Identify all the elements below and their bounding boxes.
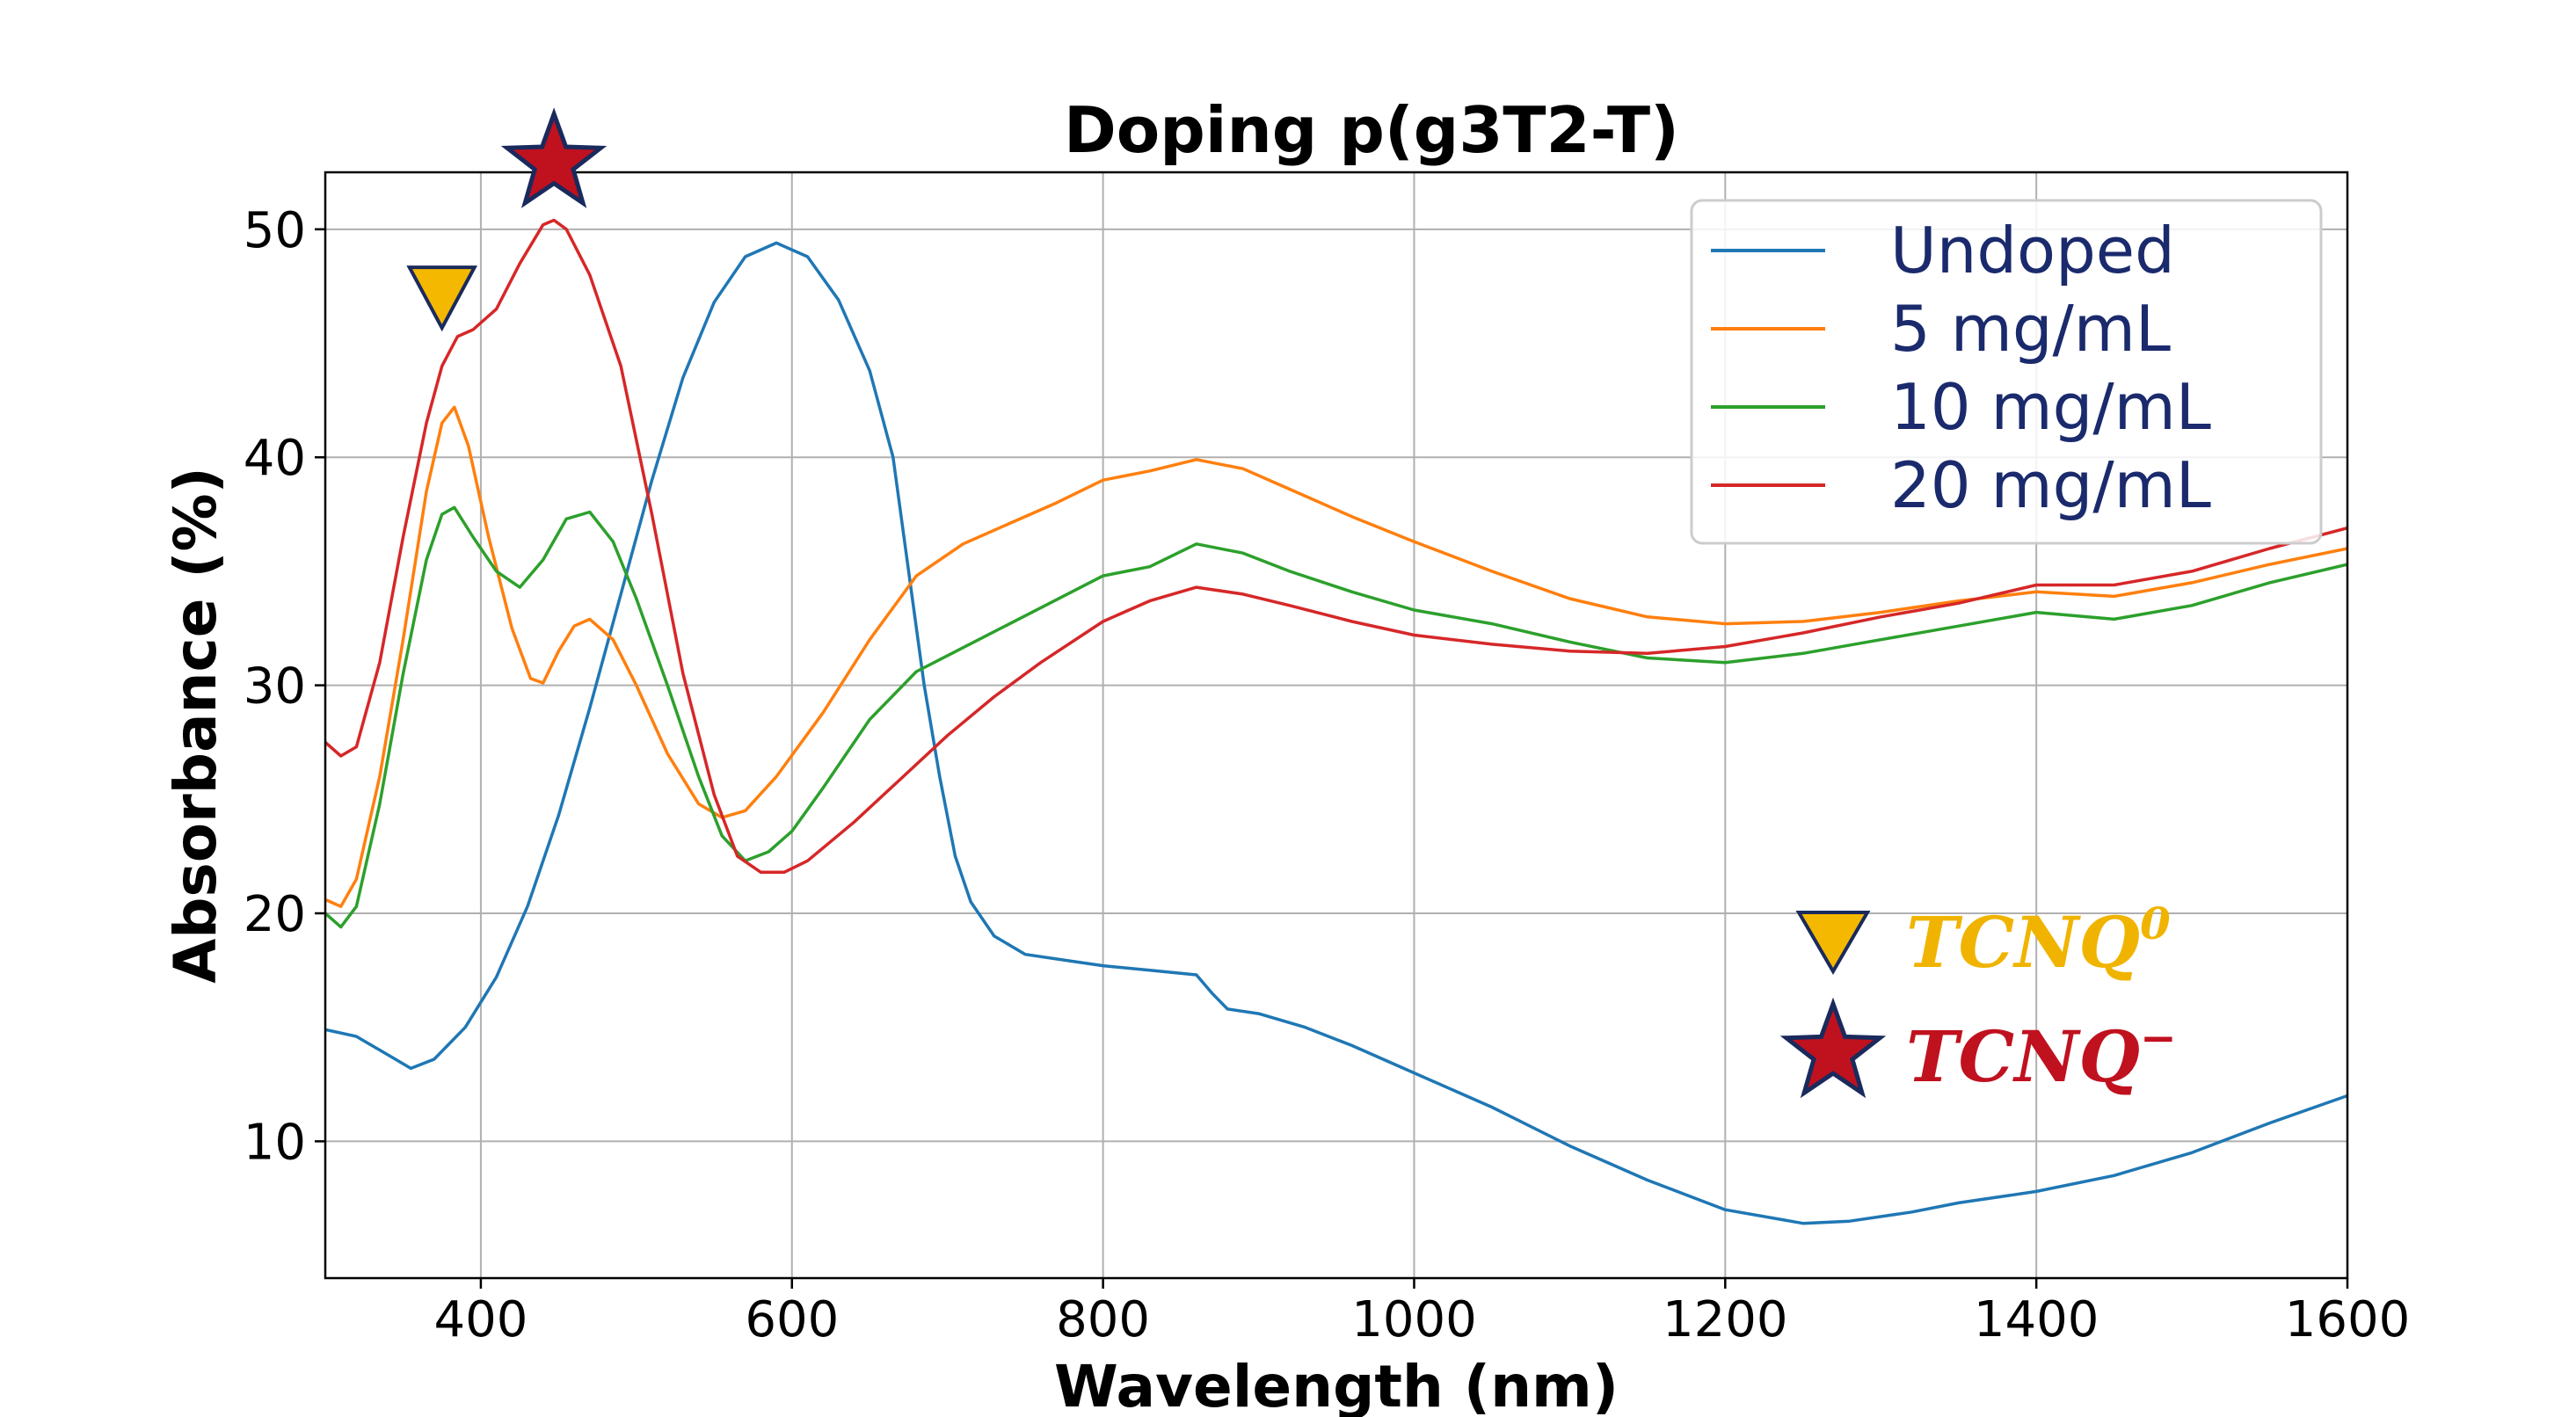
series-lines <box>324 218 2348 1225</box>
tcnq-minus-label: TCNQ− <box>1906 1012 2177 1098</box>
star-icon <box>500 107 608 208</box>
x-tick-label: 400 <box>433 1291 528 1348</box>
triangle-down-icon <box>1795 911 1871 975</box>
legend-label: 5 mg/mL <box>1890 292 2171 366</box>
legend-box <box>1690 199 2323 545</box>
plot-frame <box>324 171 2349 1280</box>
x-tick-label: 1200 <box>1663 1291 1788 1348</box>
peak-markers <box>406 107 608 332</box>
series-line <box>324 218 2348 875</box>
y-tick-label: 20 <box>244 886 306 943</box>
y-tick-label: 10 <box>244 1114 306 1171</box>
annotation-tcnq0: TCNQ0 <box>1795 897 2171 984</box>
y-tick-label: 30 <box>244 658 306 716</box>
x-axis-label: Wavelength (nm) <box>1054 1353 1619 1417</box>
x-tick-label: 1600 <box>2285 1291 2411 1348</box>
star-icon <box>1779 997 1887 1099</box>
legend-label: 10 mg/mL <box>1890 370 2211 444</box>
series-line <box>324 241 2348 1225</box>
axis-ticks: 400 600 800 1000 1200 1400 1600 10 20 30 40 50 <box>244 202 2411 1348</box>
annotation-tcnq-minus: TCNQ− <box>1779 997 2177 1099</box>
x-tick-label: 1400 <box>1974 1291 2099 1348</box>
triangle-down-icon <box>406 265 478 332</box>
series-line <box>324 405 2348 908</box>
legend-label: Undoped <box>1890 214 2175 287</box>
y-tick-label: 40 <box>244 430 306 487</box>
tcnq0-label: TCNQ0 <box>1906 897 2171 984</box>
series-line <box>324 505 2348 929</box>
x-tick-label: 1000 <box>1351 1291 1477 1348</box>
x-tick-label: 800 <box>1056 1291 1150 1348</box>
x-tick-label: 600 <box>745 1291 839 1348</box>
chart-title: Doping p(g3T2-T) <box>1064 93 1679 167</box>
y-tick-label: 50 <box>244 202 306 259</box>
y-axis-label: Absorbance (%) <box>162 467 229 984</box>
legend-label: 20 mg/mL <box>1890 448 2211 522</box>
